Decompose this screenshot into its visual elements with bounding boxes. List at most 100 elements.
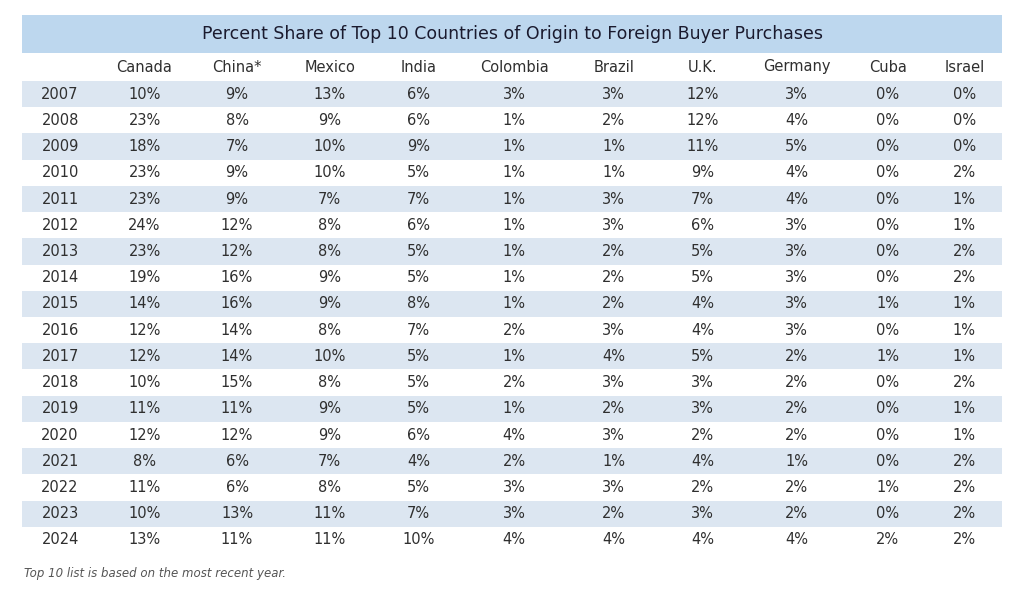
Bar: [22, 475, 1002, 501]
Text: 2017: 2017: [41, 349, 79, 364]
Text: 2024: 2024: [41, 532, 79, 547]
Text: 3%: 3%: [602, 191, 626, 206]
Text: 2009: 2009: [41, 139, 79, 154]
Text: 7%: 7%: [407, 323, 430, 337]
Text: 1%: 1%: [503, 113, 525, 128]
Text: 2019: 2019: [42, 401, 79, 416]
Text: 7%: 7%: [691, 191, 714, 206]
Text: Brazil: Brazil: [593, 60, 634, 74]
Text: 2%: 2%: [691, 427, 714, 443]
Text: 9%: 9%: [318, 270, 341, 285]
Text: 4%: 4%: [785, 165, 808, 180]
Text: 6%: 6%: [407, 217, 430, 233]
Text: 4%: 4%: [691, 323, 714, 337]
Text: 4%: 4%: [407, 454, 430, 469]
Bar: [22, 291, 1002, 317]
Text: 5%: 5%: [407, 349, 430, 364]
Text: 4%: 4%: [785, 191, 808, 206]
Bar: [22, 15, 1002, 53]
Text: 4%: 4%: [503, 532, 525, 547]
Bar: [22, 238, 1002, 265]
Text: 9%: 9%: [407, 139, 430, 154]
Text: 1%: 1%: [503, 349, 525, 364]
Text: 10%: 10%: [128, 506, 161, 521]
Text: 23%: 23%: [128, 244, 161, 259]
Text: 1%: 1%: [953, 217, 976, 233]
Text: China*: China*: [212, 60, 262, 74]
Text: 16%: 16%: [221, 270, 253, 285]
Bar: [22, 343, 1002, 369]
Text: 13%: 13%: [128, 532, 161, 547]
Bar: [22, 160, 1002, 186]
Text: 0%: 0%: [877, 506, 899, 521]
Text: 12%: 12%: [686, 113, 719, 128]
Text: 2%: 2%: [602, 401, 626, 416]
Text: 1%: 1%: [503, 401, 525, 416]
Text: 4%: 4%: [691, 532, 714, 547]
Text: Percent Share of Top 10 Countries of Origin to Foreign Buyer Purchases: Percent Share of Top 10 Countries of Ori…: [202, 25, 822, 43]
Text: 7%: 7%: [407, 191, 430, 206]
Text: 10%: 10%: [128, 87, 161, 102]
Text: 9%: 9%: [225, 165, 249, 180]
Text: 6%: 6%: [407, 87, 430, 102]
Text: 11%: 11%: [128, 401, 161, 416]
Text: 2015: 2015: [42, 297, 79, 311]
Bar: [22, 395, 1002, 422]
Text: 19%: 19%: [128, 270, 161, 285]
Text: 2%: 2%: [785, 480, 808, 495]
Text: 14%: 14%: [128, 297, 161, 311]
Text: 3%: 3%: [785, 87, 808, 102]
Bar: [22, 53, 1002, 81]
Text: 1%: 1%: [503, 270, 525, 285]
Text: 8%: 8%: [318, 323, 341, 337]
Text: 13%: 13%: [313, 87, 346, 102]
Text: 4%: 4%: [503, 427, 525, 443]
Text: Mexico: Mexico: [304, 60, 355, 74]
Text: 1%: 1%: [877, 297, 899, 311]
Text: 7%: 7%: [407, 506, 430, 521]
Text: 2%: 2%: [691, 480, 714, 495]
Text: 3%: 3%: [691, 375, 714, 390]
Text: 0%: 0%: [877, 375, 899, 390]
Bar: [22, 81, 1002, 107]
Text: 2%: 2%: [953, 165, 976, 180]
Text: 8%: 8%: [318, 244, 341, 259]
Text: 13%: 13%: [221, 506, 253, 521]
Text: 0%: 0%: [877, 139, 899, 154]
Text: 0%: 0%: [877, 87, 899, 102]
Text: India: India: [400, 60, 436, 74]
Text: Canada: Canada: [117, 60, 172, 74]
Text: 0%: 0%: [877, 165, 899, 180]
Text: U.K.: U.K.: [688, 60, 718, 74]
Text: 9%: 9%: [318, 297, 341, 311]
Text: 12%: 12%: [221, 244, 253, 259]
Text: 8%: 8%: [133, 454, 156, 469]
Text: 6%: 6%: [691, 217, 714, 233]
Text: Israel: Israel: [944, 60, 984, 74]
Text: 4%: 4%: [785, 113, 808, 128]
Text: 5%: 5%: [785, 139, 808, 154]
Text: 2%: 2%: [785, 375, 808, 390]
Text: 1%: 1%: [602, 165, 626, 180]
Bar: [22, 369, 1002, 395]
Text: 12%: 12%: [221, 427, 253, 443]
Text: 1%: 1%: [503, 165, 525, 180]
Bar: [22, 186, 1002, 212]
Text: 0%: 0%: [953, 113, 976, 128]
Text: 24%: 24%: [128, 217, 161, 233]
Text: 2%: 2%: [503, 323, 525, 337]
Text: 3%: 3%: [602, 427, 626, 443]
Text: 3%: 3%: [785, 323, 808, 337]
Text: 5%: 5%: [691, 270, 714, 285]
Text: 1%: 1%: [877, 480, 899, 495]
Text: Colombia: Colombia: [480, 60, 549, 74]
Text: 5%: 5%: [407, 244, 430, 259]
Text: 2022: 2022: [41, 480, 79, 495]
Text: 5%: 5%: [691, 244, 714, 259]
Text: 9%: 9%: [225, 87, 249, 102]
Text: 0%: 0%: [877, 217, 899, 233]
Bar: [22, 501, 1002, 527]
Text: 12%: 12%: [221, 217, 253, 233]
Text: 3%: 3%: [602, 323, 626, 337]
Text: 2%: 2%: [953, 244, 976, 259]
